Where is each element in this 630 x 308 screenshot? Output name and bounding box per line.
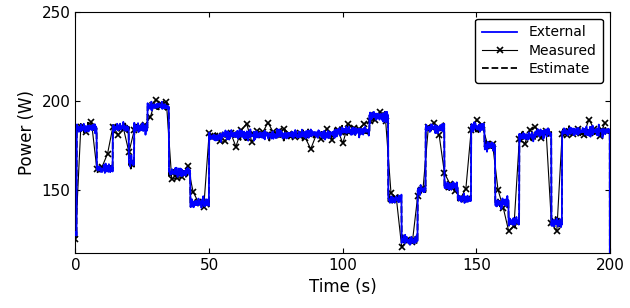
Estimate <box>72 235 79 238</box>
External <box>493 201 500 205</box>
Measured <box>585 118 593 122</box>
Measured <box>392 196 400 200</box>
External <box>147 100 155 103</box>
Line: External: External <box>76 102 610 308</box>
Y-axis label: Power (W): Power (W) <box>18 90 36 175</box>
Estimate <box>99 164 106 168</box>
Estimate <box>591 129 598 133</box>
X-axis label: Time (s): Time (s) <box>309 278 377 296</box>
Measured <box>601 121 609 125</box>
Estimate <box>332 133 340 137</box>
Measured <box>152 98 159 102</box>
Measured <box>72 237 79 241</box>
External <box>591 129 598 132</box>
Measured <box>350 126 357 129</box>
Legend: External, Measured, Estimate: External, Measured, Estimate <box>476 18 603 83</box>
Measured <box>200 205 208 209</box>
External <box>72 232 79 236</box>
External <box>318 131 325 134</box>
External <box>591 130 598 134</box>
Estimate <box>147 101 154 104</box>
Line: Estimate: Estimate <box>76 103 610 308</box>
Estimate <box>318 130 325 134</box>
Measured <box>398 245 406 249</box>
Measured <box>569 132 576 136</box>
External <box>99 168 106 172</box>
Estimate <box>591 128 598 132</box>
External <box>332 131 340 135</box>
Estimate <box>493 205 500 208</box>
Line: Measured: Measured <box>72 97 608 250</box>
Measured <box>179 175 186 179</box>
